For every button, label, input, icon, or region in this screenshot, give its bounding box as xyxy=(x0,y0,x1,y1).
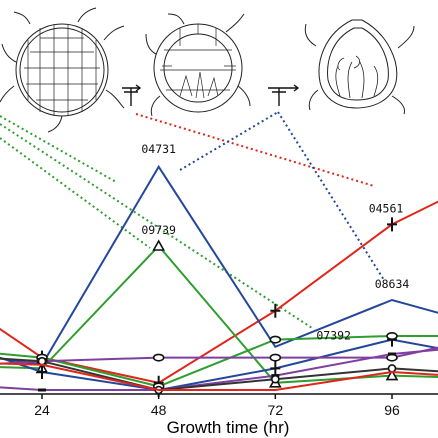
point-marker xyxy=(152,353,165,362)
series-line-4 xyxy=(0,335,438,388)
annotation-04731: 04731 xyxy=(141,142,176,156)
point-marker xyxy=(386,331,398,340)
annotation-09739: 09739 xyxy=(141,223,176,237)
series-line-5 xyxy=(0,346,438,365)
connector-lines xyxy=(0,111,385,329)
point-marker xyxy=(152,239,166,251)
series-1 xyxy=(0,164,438,366)
series-line-0 xyxy=(0,200,438,384)
point-marker xyxy=(269,335,282,344)
series-2 xyxy=(0,239,438,388)
stage-illustration-3 xyxy=(304,19,415,115)
series-line-8 xyxy=(0,362,438,391)
stage-arrow-1 xyxy=(122,84,142,106)
connector-green-2 xyxy=(0,123,313,329)
point-marker xyxy=(387,217,397,232)
x-axis-title: Growth time (hr) xyxy=(167,418,290,437)
point-marker xyxy=(37,356,47,366)
series-line-6 xyxy=(0,348,438,391)
point-marker xyxy=(37,365,47,379)
point-marker xyxy=(271,374,280,384)
x-tick-label: 48 xyxy=(151,402,167,418)
point-marker xyxy=(270,361,281,376)
x-tick-label: 72 xyxy=(268,402,284,418)
stage-illustration-2 xyxy=(145,13,251,117)
connector-blue-2 xyxy=(277,111,385,281)
connector-green-1 xyxy=(0,137,151,249)
annotation-07392: 07392 xyxy=(316,329,351,343)
x-tick-label: 24 xyxy=(34,402,50,418)
plot-area xyxy=(0,164,438,397)
x-tick-layer: 24 48 72 96 xyxy=(34,394,400,418)
point-marker xyxy=(387,364,397,373)
point-marker xyxy=(269,353,282,362)
series-line-2 xyxy=(0,244,438,384)
annotation-04561: 04561 xyxy=(369,201,404,215)
connector-blue-1 xyxy=(179,111,279,171)
x-tick-label: 96 xyxy=(384,402,400,418)
series-8 xyxy=(0,362,438,391)
connector-red xyxy=(135,113,375,187)
point-marker xyxy=(270,303,281,318)
annotation-08634: 08634 xyxy=(375,277,410,291)
connector-green-3 xyxy=(0,115,117,183)
series-line-7 xyxy=(0,357,438,392)
series-line-3 xyxy=(0,338,438,392)
stage-arrow-2 xyxy=(268,84,300,106)
stage-illustration-1 xyxy=(0,7,125,133)
series-line-1 xyxy=(0,164,438,366)
annotation-layer: 04731 09739 04561 08634 07392 xyxy=(141,142,409,343)
point-marker xyxy=(385,368,399,381)
series-3 xyxy=(0,332,438,397)
series-0 xyxy=(0,200,438,390)
